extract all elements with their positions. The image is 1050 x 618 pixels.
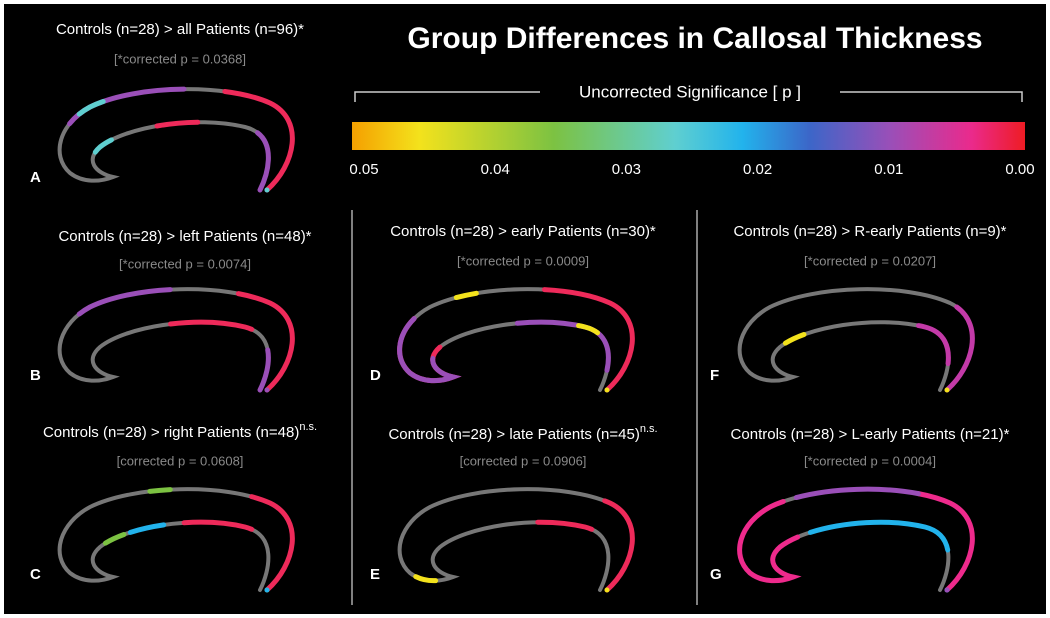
panel-note: [corrected p = 0.0906] [460,453,587,468]
colorbar-tick-label: 0.02 [743,161,772,178]
colorbar-tick-label: 0.03 [612,161,641,178]
panel-letter: F [710,367,719,384]
colorbar-tick-label: 0.01 [874,161,903,178]
panel-title: Controls (n=28) > early Patients (n=30)* [390,223,656,240]
panel: Controls (n=28) > right Patients (n=48)n… [30,421,317,590]
panel-title: Controls (n=28) > all Patients (n=96)* [56,21,304,38]
panel: Controls (n=28) > L-early Patients (n=21… [710,426,1010,590]
colorbar-ticks: 0.05 0.04 0.03 0.02 0.01 0.00 [349,161,1034,178]
figure-title: Group Differences in Callosal Thickness [407,22,982,55]
panel-note: [*corrected p = 0.0074] [119,256,251,271]
panel: Controls (n=28) > early Patients (n=30)*… [370,223,656,390]
panel-note: [*corrected p = 0.0207] [804,253,936,268]
panel-letter: G [710,566,722,583]
colorbar-label: Uncorrected Significance [ p ] [579,82,801,101]
panel-title: Controls (n=28) > L-early Patients (n=21… [731,426,1010,443]
background [4,4,1046,614]
bracket [354,91,1023,102]
panel: Controls (n=28) > all Patients (n=96)* [… [30,21,304,190]
panel-note: [*corrected p = 0.0009] [457,253,589,268]
panel-letter: B [30,367,41,384]
colorbar-tick-label: 0.05 [349,161,378,178]
panel-letter: D [370,367,381,384]
panel: Controls (n=28) > left Patients (n=48)* … [30,228,312,390]
colorbar-tick-label: 0.04 [481,161,510,178]
panel: Controls (n=28) > late Patients (n=45)n.… [370,423,658,590]
panel-title: Controls (n=28) > late Patients (n=45)n.… [388,423,657,443]
panel-note: [*corrected p = 0.0368] [114,51,246,66]
panel-letter: A [30,169,41,186]
panel: Controls (n=28) > R-early Patients (n=9)… [710,223,1007,390]
panel-letter: E [370,566,380,583]
panel-title: Controls (n=28) > right Patients (n=48)n… [43,421,317,441]
panel-title: Controls (n=28) > R-early Patients (n=9)… [733,223,1006,240]
panel-letter: C [30,566,41,583]
panel-title: Controls (n=28) > left Patients (n=48)* [58,228,311,245]
colorbar-tick-label: 0.00 [1005,161,1034,178]
panel-note: [corrected p = 0.0608] [117,453,244,468]
colorbar [352,122,1025,150]
panel-note: [*corrected p = 0.0004] [804,453,936,468]
